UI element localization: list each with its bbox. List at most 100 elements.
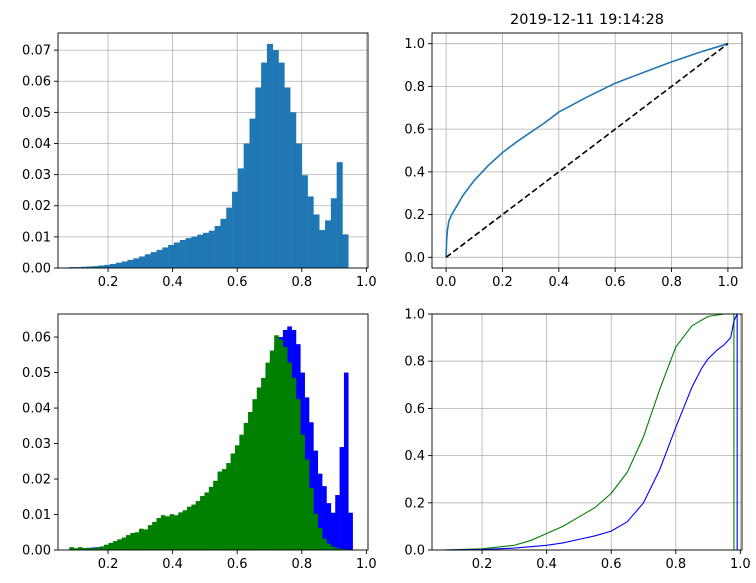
bar-green — [287, 363, 292, 550]
x-tick-label: 1.0 — [718, 275, 739, 290]
bar-green — [126, 535, 131, 550]
bar-all — [122, 261, 128, 268]
bar-green — [222, 469, 227, 550]
bar-all — [308, 196, 314, 268]
bar-all — [232, 192, 238, 268]
x-tick-label: 0.6 — [605, 275, 626, 290]
bar-all — [279, 63, 285, 268]
bar-green — [274, 335, 279, 550]
bar-green — [318, 528, 323, 550]
bar-all — [215, 226, 221, 268]
bar-green — [257, 387, 262, 550]
bar-all — [203, 233, 209, 268]
bar-green — [130, 533, 135, 550]
series-line-blue_cdf — [443, 314, 737, 550]
bar-green — [235, 445, 240, 550]
bar-all — [174, 242, 180, 268]
bar-all — [261, 63, 267, 268]
y-tick-label: 0.8 — [404, 355, 425, 370]
bar-green — [100, 546, 105, 550]
bar-all — [191, 237, 197, 268]
bar-green — [313, 514, 318, 550]
bar-all — [220, 219, 226, 268]
bar-green — [196, 501, 201, 550]
bar-all — [156, 250, 162, 268]
bar-all — [104, 265, 110, 268]
x-tick-label: 0.0 — [436, 275, 457, 290]
y-tick-label: 0.6 — [404, 402, 425, 417]
bar-all — [162, 247, 168, 268]
y-tick-label: 0.2 — [404, 208, 425, 223]
bar-green — [165, 516, 170, 550]
bar-all — [133, 258, 139, 268]
axes-hist_top_left: 0.2 0.4 0.6 0.8 1.00.000.010.020.030.040.050… — [22, 33, 377, 290]
bar-all — [296, 143, 302, 268]
bar-all — [290, 112, 296, 268]
bar-all — [209, 231, 215, 268]
y-tick-label: 0.00 — [22, 544, 51, 559]
x-tick-label: 0.8 — [665, 557, 686, 572]
bar-all — [145, 254, 151, 268]
y-tick-label: 1.0 — [404, 308, 425, 323]
bar-green — [279, 340, 284, 550]
bar-green — [161, 515, 166, 550]
bar-blue — [335, 495, 340, 550]
bar-green — [322, 539, 327, 550]
axes-frame — [432, 314, 742, 550]
bar-green — [305, 460, 310, 550]
bar-green — [152, 522, 157, 550]
bar-all — [313, 214, 319, 268]
x-tick-label: 0.2 — [98, 275, 119, 290]
x-tick-label: 0.6 — [227, 557, 248, 572]
x-tick-label: 0.6 — [227, 275, 248, 290]
x-tick-label: 0.6 — [601, 557, 622, 572]
bar-green — [143, 529, 148, 550]
y-tick-label: 0.0 — [404, 251, 425, 266]
bar-all — [127, 260, 133, 268]
bar-all — [284, 87, 290, 268]
bar-green — [104, 545, 109, 550]
bar-green — [117, 539, 122, 550]
bar-blue — [340, 447, 345, 550]
bar-green — [209, 487, 214, 550]
series-line-chance — [446, 44, 728, 258]
series-line-green_cdf — [443, 314, 734, 550]
bar-green — [135, 532, 140, 550]
bar-green — [191, 505, 196, 550]
bar-green — [122, 538, 127, 550]
axes-hist_bottom_left: 0.2 0.4 0.6 0.8 1.00.000.010.020.030.040.050… — [22, 314, 377, 572]
bar-green — [109, 543, 114, 550]
bar-green — [204, 493, 209, 550]
y-tick-label: 0.05 — [22, 366, 51, 381]
bar-green — [231, 453, 236, 550]
bar-green — [248, 412, 253, 550]
bar-green — [261, 378, 266, 550]
bar-green — [200, 496, 205, 550]
bar-all — [197, 235, 203, 268]
bar-green — [265, 363, 270, 550]
bar-green — [170, 514, 175, 550]
bar-blue — [327, 503, 332, 550]
x-tick-label: 0.4 — [548, 275, 569, 290]
bar-all — [110, 264, 116, 268]
bar-green — [174, 515, 179, 550]
y-tick-label: 0.01 — [22, 508, 51, 523]
y-tick-label: 0.4 — [404, 449, 425, 464]
x-tick-label: 0.8 — [291, 557, 312, 572]
x-tick-label: 1.0 — [356, 557, 377, 572]
bar-blue — [348, 513, 353, 550]
x-tick-label: 0.2 — [472, 557, 493, 572]
y-tick-label: 0.04 — [22, 402, 51, 417]
bar-all — [342, 234, 348, 268]
bar-all — [319, 230, 325, 268]
x-tick-label: 0.8 — [291, 275, 312, 290]
y-tick-label: 0.02 — [22, 199, 51, 214]
x-tick-label: 1.0 — [356, 275, 377, 290]
bar-green — [213, 481, 218, 550]
bar-all — [331, 198, 337, 268]
bar-green — [156, 518, 161, 550]
x-tick-label: 0.2 — [98, 557, 119, 572]
x-tick-label: 0.8 — [661, 275, 682, 290]
bar-green — [148, 525, 153, 550]
bar-all — [255, 87, 261, 268]
